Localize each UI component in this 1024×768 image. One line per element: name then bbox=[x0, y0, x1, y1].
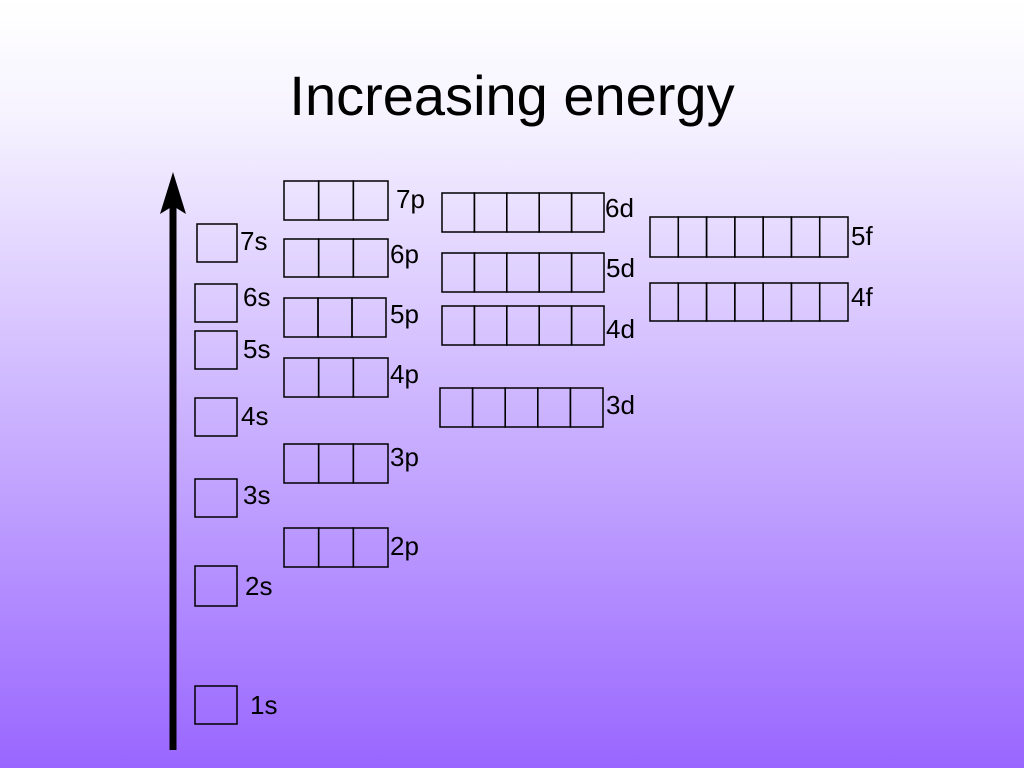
orbital-label: 7p bbox=[396, 184, 425, 214]
orbital: 7p bbox=[283, 180, 425, 221]
orbital-label: 3d bbox=[606, 390, 635, 420]
orbital-box bbox=[194, 397, 238, 437]
orbital-label: 5d bbox=[606, 253, 635, 283]
orbital: 4p bbox=[283, 357, 419, 398]
orbital-label: 2s bbox=[245, 571, 272, 601]
orbital-box bbox=[569, 387, 604, 428]
orbital-box bbox=[352, 357, 389, 398]
orbital: 2s bbox=[194, 565, 272, 607]
orbital: 4f bbox=[649, 282, 873, 322]
orbital: 5p bbox=[283, 297, 419, 338]
orbital-box bbox=[352, 443, 389, 484]
orbital: 3p bbox=[283, 442, 419, 484]
orbital-box bbox=[570, 192, 605, 233]
orbitals: 1s 2s 3s 4s 5s 6s 7s 2p 3p 4p 5p 6p 7p 3d 4d 5d 6d 4f 5f bbox=[194, 180, 873, 725]
orbital-box bbox=[570, 305, 605, 346]
orbital: 6s bbox=[194, 282, 270, 323]
orbital: 1s bbox=[194, 685, 277, 725]
orbital: 5d bbox=[441, 252, 635, 293]
orbital-label: 5s bbox=[243, 334, 270, 364]
orbital-label: 2p bbox=[390, 531, 419, 561]
orbital-label: 7s bbox=[240, 226, 267, 256]
orbital: 3s bbox=[194, 478, 270, 518]
orbital: 6p bbox=[283, 238, 419, 278]
orbital: 7s bbox=[196, 223, 267, 263]
orbital-box bbox=[818, 216, 849, 258]
orbital-box bbox=[194, 283, 238, 323]
orbital-box bbox=[351, 297, 387, 338]
orbital-box bbox=[352, 238, 389, 278]
orbital: 4d bbox=[441, 305, 635, 346]
orbital-box bbox=[194, 565, 238, 607]
orbital: 6d bbox=[441, 192, 634, 233]
orbital-label: 1s bbox=[250, 690, 277, 720]
orbital: 5s bbox=[194, 330, 270, 370]
orbital-box bbox=[194, 685, 238, 725]
orbital-label: 5p bbox=[390, 299, 419, 329]
title: Increasing energy bbox=[289, 64, 734, 127]
orbital: 4s bbox=[194, 397, 268, 437]
arrow-head bbox=[160, 172, 186, 214]
orbital-label: 6s bbox=[243, 282, 270, 312]
orbital-label: 6p bbox=[390, 239, 419, 269]
orbital-box bbox=[570, 252, 605, 293]
orbital-box bbox=[352, 527, 389, 568]
orbital-label: 4f bbox=[851, 282, 873, 312]
orbital-label: 4p bbox=[390, 359, 419, 389]
orbital-label: 3s bbox=[243, 480, 270, 510]
orbital-label: 4s bbox=[241, 401, 268, 431]
orbital-box bbox=[194, 330, 238, 370]
orbital-box bbox=[194, 478, 238, 518]
orbital: 2p bbox=[283, 527, 419, 568]
orbital-label: 6d bbox=[605, 193, 634, 223]
orbital-box bbox=[196, 223, 238, 263]
orbital: 5f bbox=[649, 216, 873, 258]
orbital-label: 3p bbox=[390, 442, 419, 472]
orbital: 3d bbox=[439, 387, 635, 428]
orbital-label: 4d bbox=[606, 314, 635, 344]
orbital-label: 5f bbox=[851, 221, 873, 251]
orbital-box bbox=[352, 180, 389, 221]
orbital-box bbox=[818, 282, 849, 322]
